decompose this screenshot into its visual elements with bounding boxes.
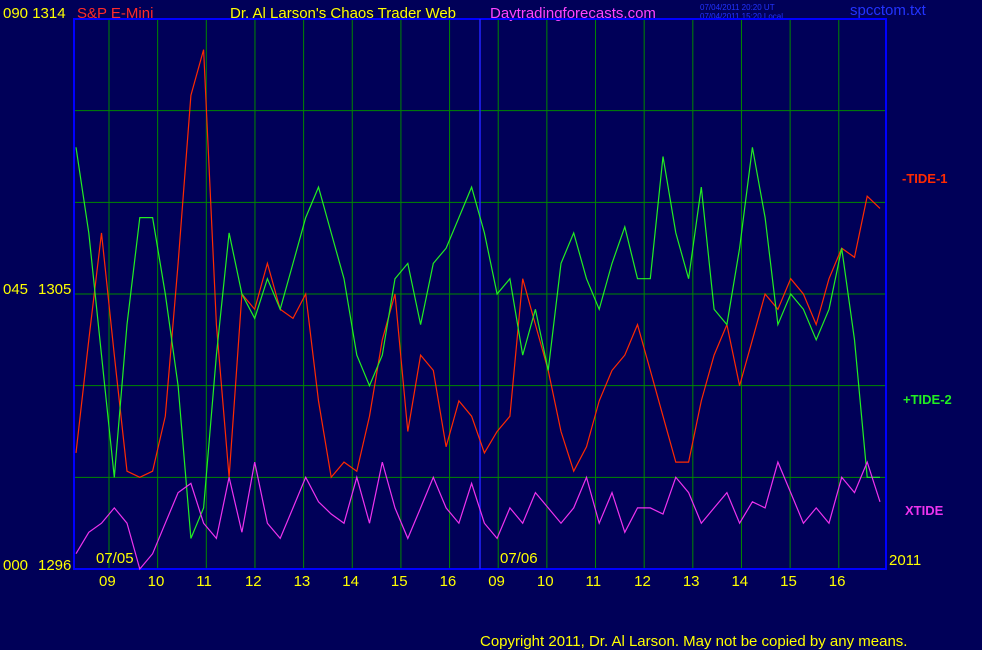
x-tick-label: 09 — [99, 573, 116, 590]
timestamp-local: 07/04/2011 15:20 Local — [700, 12, 783, 21]
x-tick-label: 11 — [196, 573, 212, 590]
x-tick-label: 10 — [537, 573, 554, 590]
date-label-1: 07/05 — [96, 550, 134, 567]
x-tick-label: 13 — [294, 573, 311, 590]
legend-tide-plus-2: +TIDE-2 — [903, 392, 952, 407]
series-line-tide-minus-1 — [75, 49, 881, 479]
x-tick-label: 10 — [148, 573, 165, 590]
series-line-tide-plus-2 — [75, 147, 880, 539]
top-axis-label: 090 1314 — [3, 5, 66, 22]
instrument-label: S&P E-Mini — [77, 5, 153, 22]
y-label-bottom: 000 — [3, 557, 28, 574]
filename-label: spcctom.txt — [850, 2, 927, 19]
x-tick-label: 12 — [245, 573, 262, 590]
chart-title: Dr. Al Larson's Chaos Trader Web — [230, 5, 456, 22]
series-line-xtide — [75, 460, 881, 571]
date-label-2: 07/06 — [500, 550, 538, 567]
x-tick-labels: 09 10 11 12 13 14 15 16 09 10 11 12 13 14 15 16 — [99, 573, 845, 590]
y-price-bottom: 1296 — [38, 557, 71, 574]
copyright-text: Copyright 2011, Dr. Al Larson. May not b… — [480, 633, 907, 650]
year-label: 2011 — [889, 552, 921, 569]
x-tick-label: 15 — [391, 573, 408, 590]
y-price-mid: 1305 — [38, 281, 71, 298]
x-tick-label: 09 — [488, 573, 505, 590]
x-tick-label: 13 — [683, 573, 700, 590]
legend-tide-minus-1: -TIDE-1 — [902, 171, 948, 186]
x-tick-label: 16 — [829, 573, 846, 590]
x-tick-label: 16 — [440, 573, 457, 590]
y-label-mid: 045 — [3, 281, 28, 298]
legend-xtide: XTIDE — [905, 503, 944, 518]
x-tick-label: 11 — [586, 573, 602, 590]
x-tick-label: 15 — [780, 573, 797, 590]
x-tick-label: 12 — [634, 573, 651, 590]
x-tick-label: 14 — [342, 573, 359, 590]
x-tick-label: 14 — [731, 573, 748, 590]
website-label: Daytradingforecasts.com — [490, 5, 656, 22]
timestamp-ut: 07/04/2011 20:20 UT — [700, 3, 775, 12]
